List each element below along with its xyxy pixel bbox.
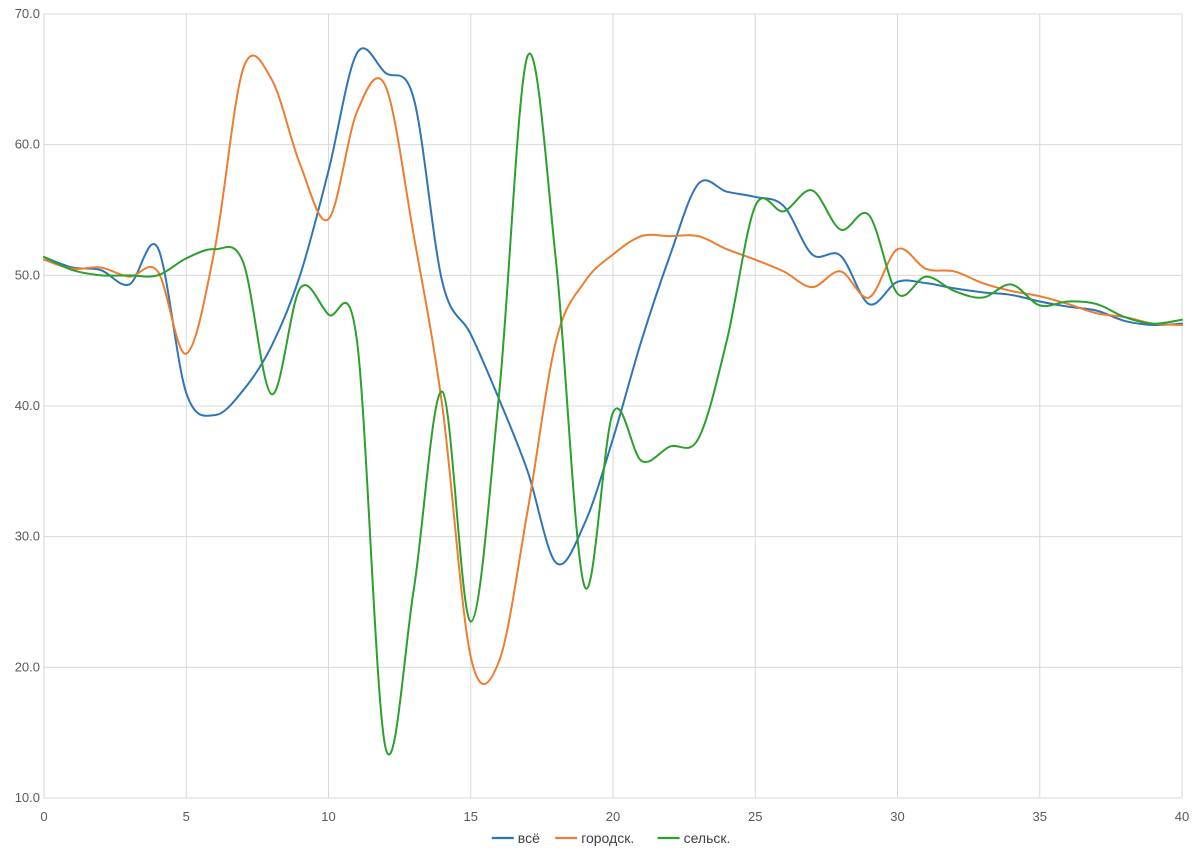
series-line-1: [43, 54, 1183, 685]
y-tick-label: 10.0: [15, 790, 40, 805]
y-tick-label: 70.0: [15, 6, 40, 21]
legend-label: городск.: [581, 830, 634, 846]
legend-label: сельск.: [684, 830, 731, 846]
legend-item: городск.: [555, 830, 634, 846]
y-tick-label: 50.0: [15, 267, 40, 282]
axis-labels: 10.0 20.0 30.0 40.0 50.0 60.0 70.0 0 5 10 15 20 25 30…: [15, 6, 1190, 824]
x-tick-label: 40: [1175, 809, 1189, 824]
legend-label: всё: [518, 830, 540, 846]
x-tick-label: 30: [890, 809, 904, 824]
y-tick-label: 40.0: [15, 398, 40, 413]
x-tick-label: 10: [321, 809, 335, 824]
legend-item: всё: [491, 830, 540, 846]
grid-lines: [43, 13, 1183, 799]
legend-item: сельск.: [657, 830, 731, 846]
y-tick-label: 60.0: [15, 137, 40, 152]
x-tick-label: 15: [464, 809, 478, 824]
x-tick-label: 25: [748, 809, 762, 824]
x-tick-label: 35: [1033, 809, 1047, 824]
y-tick-label: 30.0: [15, 529, 40, 544]
x-tick-label: 0: [40, 809, 47, 824]
x-tick-label: 20: [606, 809, 620, 824]
series-line-2: [43, 52, 1183, 756]
x-tick-label: 5: [183, 809, 190, 824]
y-tick-label: 20.0: [15, 659, 40, 674]
legend: всё городск. сельск.: [491, 830, 731, 846]
series-line-0: [43, 47, 1183, 566]
series-lines: [43, 47, 1183, 756]
